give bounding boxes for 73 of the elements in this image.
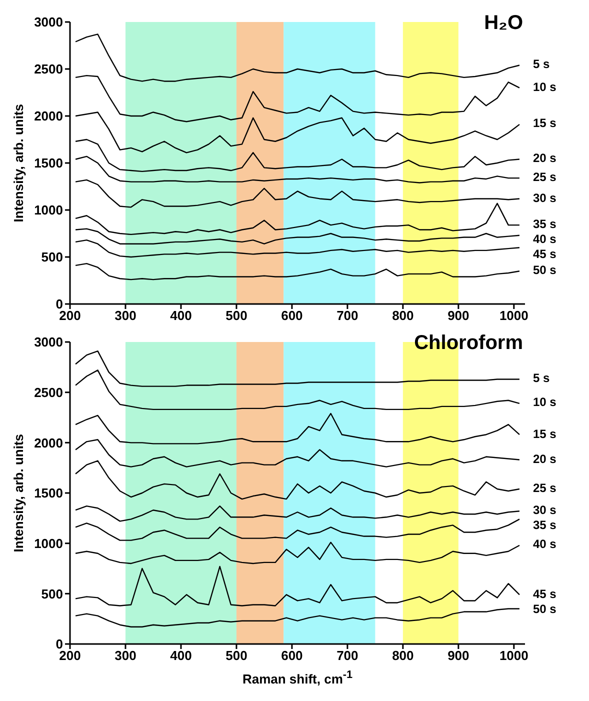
y-tick-label: 500: [41, 586, 63, 602]
y-tick-label: 1000: [34, 202, 63, 218]
x-tick-label: 800: [392, 648, 414, 664]
series-label: 25 s: [533, 480, 556, 495]
y-tick-label: 3000: [34, 14, 63, 30]
y-tick-label: 2500: [34, 384, 63, 400]
line-series: [74, 239, 520, 258]
series-label: 5 s: [533, 371, 550, 386]
y-tick-label: 1500: [34, 156, 63, 171]
y-tick-label: 2000: [34, 108, 63, 124]
line-series: [74, 439, 520, 468]
line-series: [74, 505, 520, 522]
series-label: 10 s: [533, 80, 556, 94]
x-axis-title: Raman shift, cm$^{-1}$: [241, 668, 354, 686]
y-tick-label: 3000: [34, 334, 63, 350]
chart-title: H₂O: [484, 12, 523, 35]
series-label: 40 s: [533, 537, 556, 552]
line-series: [74, 262, 520, 280]
x-tick-label: 1000: [499, 308, 528, 324]
chart-title: Chloroform: [414, 332, 523, 355]
x-tick-label: 700: [336, 308, 358, 324]
series-label: 50 s: [533, 263, 556, 278]
series-label: 10 s: [533, 395, 556, 410]
y-tick-label: 2500: [34, 62, 63, 77]
x-tick-label: 600: [281, 648, 303, 664]
series-label: 20 s: [533, 151, 556, 166]
series-label: 45 s: [533, 586, 556, 601]
line-series: [74, 112, 520, 154]
x-tick-label: 500: [226, 648, 248, 664]
line-series: [74, 228, 520, 244]
series-label: 5 s: [533, 57, 550, 72]
series-label: 30 s: [533, 190, 556, 205]
x-tick-label: 800: [392, 308, 414, 324]
y-axis-title: Intensity, arb. units: [10, 434, 26, 552]
line-series: [74, 412, 520, 444]
x-tick-label: 400: [170, 648, 192, 664]
line-series: [74, 179, 520, 208]
line-series: [74, 156, 520, 184]
line-series: [74, 518, 520, 541]
series-label: 40 s: [533, 232, 556, 246]
x-tick-label: 700: [336, 648, 358, 664]
series-label: 35 s: [533, 518, 556, 532]
line-series: [74, 566, 520, 606]
line-series: [74, 608, 520, 628]
line-series: [74, 74, 520, 122]
series-label: 25 s: [533, 170, 556, 184]
x-tick-label: 300: [114, 308, 136, 324]
series-label: 15 s: [533, 426, 556, 441]
line-series: [74, 460, 520, 500]
x-tick-label: 1000: [499, 648, 528, 664]
line-series: [74, 202, 520, 236]
y-axis-title: Intensity, arb. units: [10, 104, 26, 222]
y-tick-label: 500: [41, 250, 63, 265]
line-series: [74, 34, 520, 82]
series-label: 35 s: [533, 217, 556, 232]
x-tick-label: 400: [170, 308, 192, 324]
series-label: 45 s: [533, 247, 556, 262]
x-tick-label: 600: [281, 308, 303, 324]
y-tick-label: 2000: [34, 435, 63, 450]
line-series: [74, 350, 520, 387]
series-label: 15 s: [533, 116, 556, 130]
y-tick-label: 1000: [34, 536, 63, 551]
x-tick-label: 900: [448, 648, 470, 664]
line-series: [74, 542, 520, 564]
series-label: 20 s: [533, 452, 556, 466]
line-series: [74, 138, 520, 172]
series-label: 30 s: [533, 503, 556, 518]
x-tick-label: 900: [448, 308, 470, 324]
x-tick-label: 500: [226, 308, 248, 324]
y-tick-label: 1500: [34, 486, 63, 501]
series-label: 50 s: [533, 602, 556, 616]
line-series: [74, 370, 520, 410]
x-tick-label: 300: [114, 648, 136, 664]
